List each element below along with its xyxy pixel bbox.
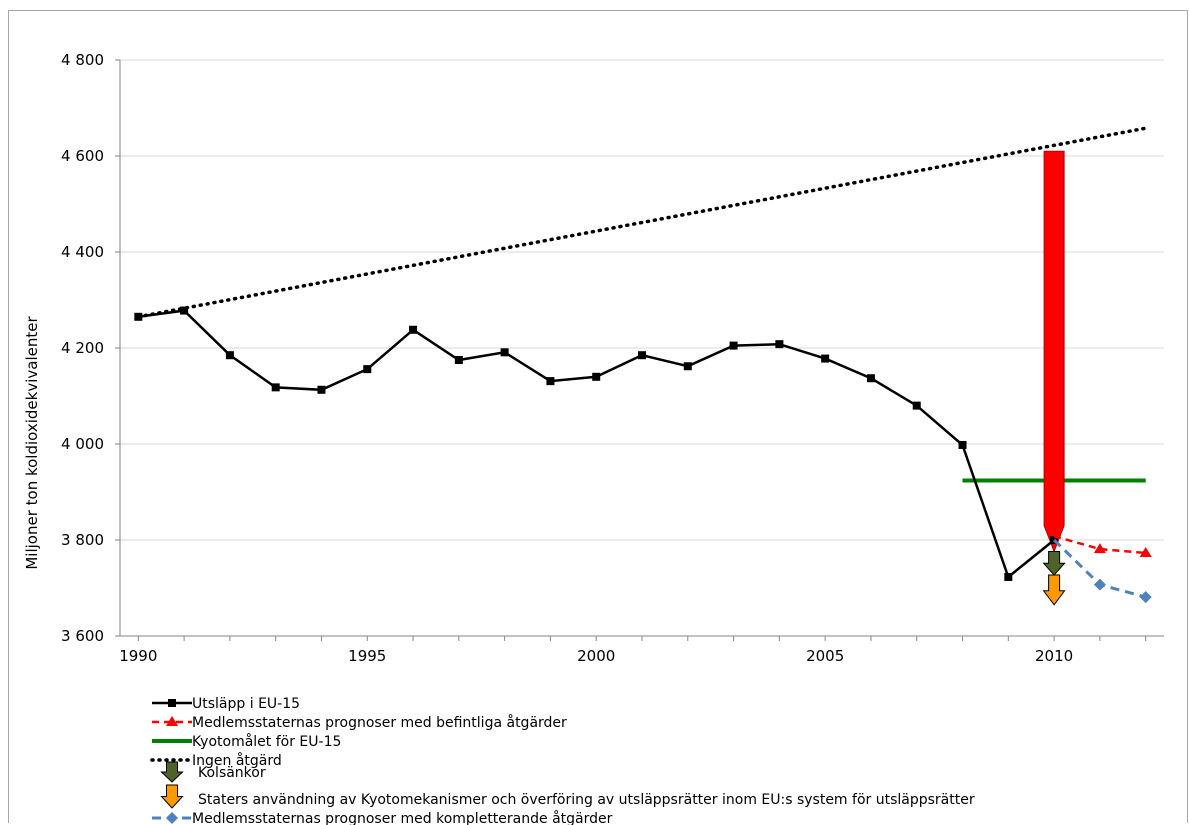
legend-item: Medlemsstaternas prognoser med komplette… [152, 810, 613, 825]
series-point-utslapp [317, 385, 326, 394]
x-tick-labels: 1990 1995 2000 2005 2010 [119, 647, 1073, 665]
y-tick-label: 4 200 [61, 339, 104, 357]
legend-item: Utsläpp i EU-15 [152, 696, 300, 712]
x-tick-label: 1990 [119, 647, 157, 665]
series-point-utslapp [363, 365, 372, 374]
y-axis-label: Miljoner ton koldioxidekvivalenter [23, 316, 41, 570]
legend-item: Ingen åtgärd [150, 752, 282, 769]
legend: Utsläpp i EU-15 Medlemsstaternas prognose… [150, 696, 975, 825]
annotation-red-arrow [1043, 150, 1065, 553]
y-tick-label: 4 600 [61, 147, 104, 165]
y-tick-label: 3 600 [61, 627, 104, 645]
x-tick-label: 2000 [577, 647, 615, 665]
series-point-utslapp [729, 341, 738, 350]
legend-item: Medlemsstaternas prognoser med befintlig… [152, 714, 567, 731]
y-tick-label: 4 400 [61, 243, 104, 261]
legend-marker [166, 716, 178, 726]
series-point-utslapp [775, 340, 784, 349]
y-tick-label: 3 800 [61, 531, 104, 549]
series-point-utslapp [958, 440, 967, 449]
series-point-utslapp [1004, 572, 1013, 581]
series-point-utslapp [683, 362, 692, 371]
legend-label: Medlemsstaternas prognoser med befintlig… [192, 714, 567, 731]
legend-arrow [160, 784, 184, 809]
series-line-befintliga [1053, 534, 1146, 555]
series-point-utslapp [180, 306, 189, 315]
series-point-utslapp [638, 351, 646, 360]
axes [115, 59, 1164, 641]
legend-item: Kyotomålet för EU-15 [152, 733, 341, 750]
y-tick-labels: 3 600 3 800 4 000 4 200 4 400 4 600 4 800 [61, 51, 104, 645]
legend-marker [168, 699, 176, 707]
legend-label: Utsläpp i EU-15 [192, 696, 300, 712]
legend-label: Kyotomålet för EU-15 [192, 733, 341, 750]
y-tick-label: 4 000 [61, 435, 104, 453]
legend-label: Kolsänkor [198, 765, 266, 781]
legend-label: Medlemsstaternas prognoser med komplette… [192, 810, 613, 825]
x-tick-label: 1995 [348, 647, 386, 665]
legend-arrow [160, 761, 184, 783]
series-arrow-kolsankor [1042, 551, 1066, 576]
series-point-kompletterande [1093, 578, 1106, 591]
series-line-ingen-atgard [136, 126, 1148, 319]
series-point-befintliga [1093, 543, 1106, 554]
series-point-utslapp [912, 401, 921, 410]
y-tick-label: 4 800 [61, 51, 104, 69]
legend-item: Staters användning av Kyotomekanismer oc… [160, 784, 975, 809]
plot-area [134, 126, 1152, 606]
series-point-utslapp [409, 325, 418, 334]
series-point-utslapp [454, 356, 463, 364]
x-tick-label: 2010 [1035, 647, 1073, 665]
series-point-utslapp [592, 372, 601, 381]
series-point-kompletterande [1139, 591, 1152, 604]
legend-marker [166, 812, 178, 824]
series-point-utslapp [271, 383, 280, 392]
series-point-utslapp [546, 377, 555, 386]
series-point-utslapp [821, 354, 830, 363]
series-point-utslapp [500, 348, 509, 357]
legend-label: Ingen åtgärd [192, 752, 282, 769]
series-arrow-kyotomekanismer [1042, 574, 1066, 606]
series-point-utslapp [225, 351, 234, 360]
x-tick-label: 2005 [806, 647, 844, 665]
gridlines [120, 59, 1164, 541]
series-point-utslapp [866, 374, 875, 383]
series-point-befintliga [1139, 546, 1152, 557]
chart-frame [8, 10, 1188, 823]
series-point-utslapp [134, 312, 143, 321]
legend-item: Kolsänkor [160, 761, 266, 783]
legend-label: Staters användning av Kyotomekanismer oc… [198, 792, 975, 808]
